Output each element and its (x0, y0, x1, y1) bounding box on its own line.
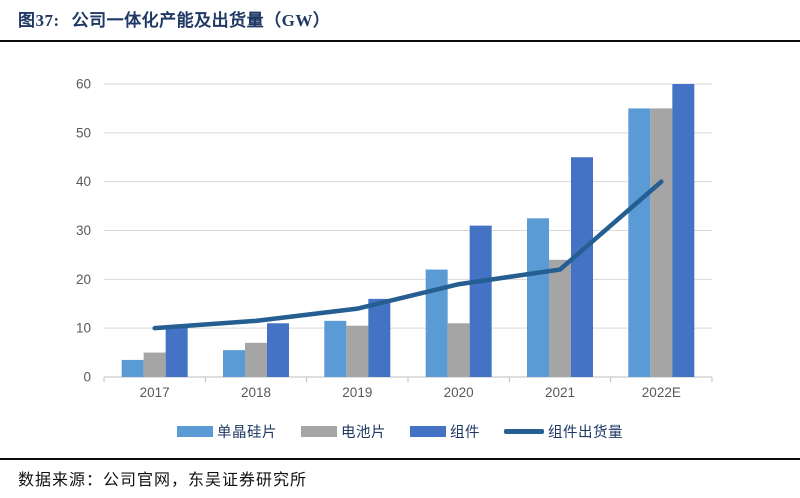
legend-line-marker (504, 428, 544, 434)
figure-header: 图37: 公司一体化产能及出货量（GW） (18, 6, 790, 31)
bar-组件-2022E (672, 84, 695, 377)
y-tick-label: 20 (76, 272, 91, 287)
figure-number-label: 图37: (18, 11, 60, 30)
bar-单晶硅片-2017 (121, 359, 144, 377)
x-tick-label: 2020 (444, 385, 474, 400)
x-tick-label: 2017 (140, 385, 170, 400)
figure-title: 公司一体化产能及出货量（GW） (71, 11, 331, 30)
bar-组件-2017 (165, 325, 188, 377)
legend-label: 组件出货量 (548, 424, 623, 441)
y-tick-label: 40 (76, 174, 91, 189)
bar-组件-2018 (267, 323, 289, 377)
legend-item-单晶硅片: 单晶硅片 (177, 421, 277, 442)
x-tick-label: 2018 (241, 385, 271, 400)
data-source-text: 数据来源：公司官网，东吴证券研究所 (18, 472, 308, 489)
legend-item-电池片: 电池片 (301, 421, 386, 442)
line-组件出货量 (152, 179, 664, 331)
x-tick-label: 2019 (342, 385, 372, 400)
bar-电池片-2022E (650, 108, 673, 378)
x-tick-label: 2021 (545, 385, 575, 400)
legend-bar-marker (410, 425, 446, 437)
legend-bar-marker (301, 425, 337, 437)
legend-bar-marker (177, 425, 213, 437)
bar-单晶硅片-2019 (324, 320, 347, 377)
bar-单晶硅片-2018 (223, 350, 245, 377)
capacity-shipment-chart: 0 10 20 30 40 50 60 2017 2018 2019 2020 2021 2022E (76, 77, 713, 400)
y-tick-label: 0 (83, 370, 91, 385)
chart-legend: 单晶硅片 电池片 组件 组件出货量 (0, 420, 800, 442)
x-tick-label: 2022E (642, 385, 681, 400)
legend-item-组件出货量: 组件出货量 (504, 421, 623, 442)
y-tick-label: 10 (76, 321, 91, 336)
bar-单晶硅片-2020 (425, 269, 448, 377)
bar-电池片-2018 (245, 342, 267, 377)
bar-组件-2021 (571, 157, 593, 377)
legend-label: 电池片 (341, 424, 386, 441)
bar-组件-2019 (368, 298, 391, 377)
legend-item-组件: 组件 (410, 421, 480, 442)
legend-label: 组件 (450, 424, 480, 441)
footer-divider (0, 458, 800, 460)
header-divider (0, 40, 800, 42)
y-tick-label: 60 (76, 77, 91, 92)
y-tick-label: 50 (76, 125, 91, 140)
bar-单晶硅片-2022E (628, 108, 651, 378)
bar-单晶硅片-2021 (527, 218, 549, 377)
bar-电池片-2020 (447, 323, 470, 377)
bar-电池片-2017 (143, 352, 166, 377)
bar-电池片-2021 (549, 259, 571, 377)
legend-label: 单晶硅片 (217, 424, 277, 441)
bar-组件-2020 (469, 225, 492, 377)
bar-电池片-2019 (346, 325, 369, 377)
y-tick-label: 30 (76, 223, 91, 238)
